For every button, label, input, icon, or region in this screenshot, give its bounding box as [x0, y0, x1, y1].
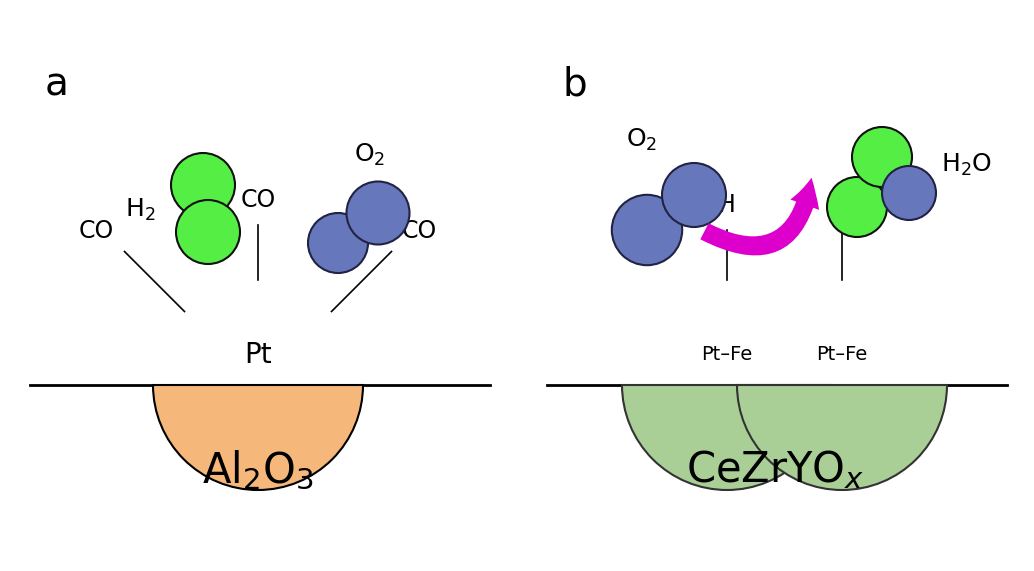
Text: H: H — [833, 193, 851, 217]
Text: Al$_2$O$_3$: Al$_2$O$_3$ — [203, 448, 313, 492]
Text: CO: CO — [402, 219, 437, 243]
FancyArrowPatch shape — [700, 178, 819, 255]
Text: Pt: Pt — [244, 341, 272, 369]
Text: a: a — [45, 65, 69, 103]
Wedge shape — [153, 385, 363, 490]
Text: CO: CO — [79, 219, 114, 243]
Text: Pt–Fe: Pt–Fe — [701, 345, 753, 364]
Text: CeZrYO$_x$: CeZrYO$_x$ — [686, 449, 864, 492]
Circle shape — [827, 177, 887, 237]
Wedge shape — [622, 385, 832, 490]
Text: Pt–Fe: Pt–Fe — [817, 345, 868, 364]
Text: b: b — [562, 65, 586, 103]
Circle shape — [171, 153, 235, 217]
Circle shape — [346, 182, 409, 244]
Text: O$_2$: O$_2$ — [627, 127, 658, 153]
Circle shape — [612, 195, 682, 265]
Circle shape — [852, 127, 912, 187]
Text: H: H — [718, 193, 736, 217]
Wedge shape — [737, 385, 947, 490]
Text: O$_2$: O$_2$ — [355, 142, 386, 168]
Text: CO: CO — [240, 188, 276, 212]
Text: H$_2$: H$_2$ — [125, 197, 155, 223]
Circle shape — [176, 200, 240, 264]
Circle shape — [662, 163, 726, 227]
Circle shape — [308, 213, 368, 273]
Circle shape — [882, 166, 936, 220]
Text: H$_2$O: H$_2$O — [941, 152, 993, 178]
